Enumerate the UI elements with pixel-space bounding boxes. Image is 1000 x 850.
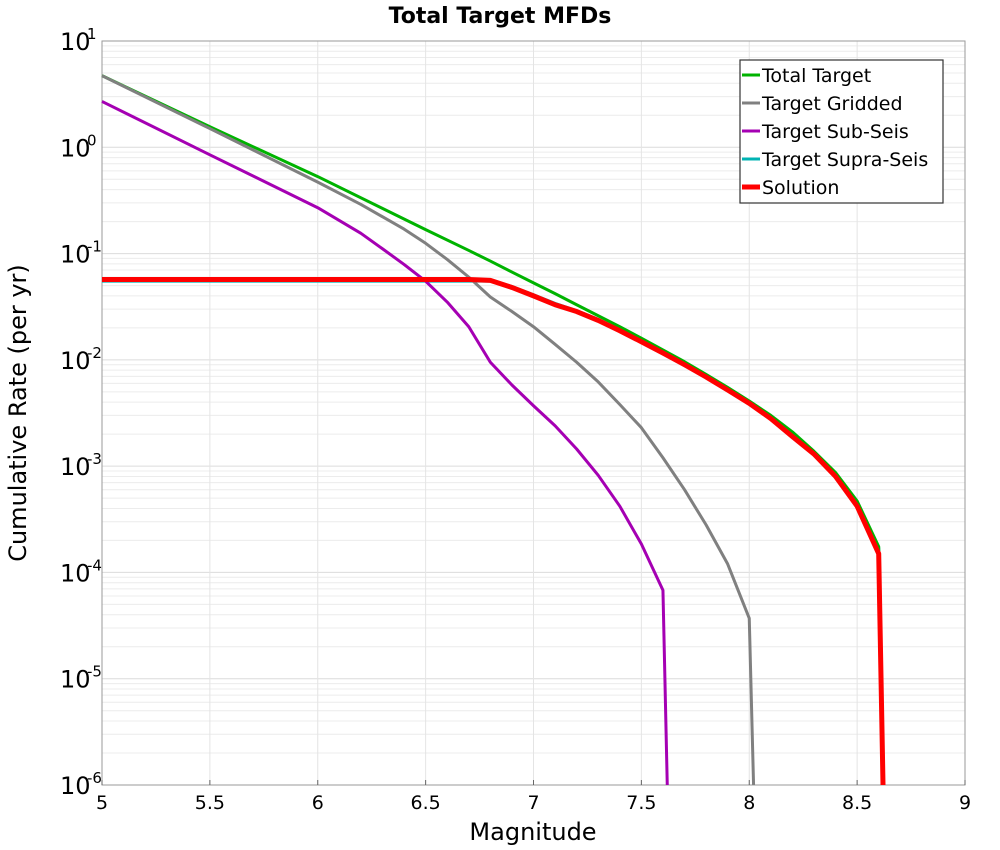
x-tick-label: 8 <box>743 792 755 814</box>
y-tick-exponent: -1 <box>87 238 102 256</box>
series-line-target-gridded <box>101 74 756 786</box>
chart-title: Total Target MFDs <box>389 4 612 29</box>
y-tick-base: 10 <box>60 772 91 800</box>
x-tick-label: 6.5 <box>411 792 441 814</box>
legend: Total Target Target Gridded Target Sub-Sei… <box>739 59 944 204</box>
y-tick-base: 10 <box>60 666 91 694</box>
y-tick-exponent: -6 <box>87 769 102 787</box>
legend-label-target-sub-seis: Target Sub-Seis <box>761 121 909 143</box>
y-tick-exponent: -3 <box>87 450 102 468</box>
y-tick-exponent: -5 <box>87 663 102 681</box>
y-tick: 10-1 <box>60 238 102 269</box>
x-tick-label: 7 <box>527 792 539 814</box>
y-tick-base: 10 <box>60 453 91 481</box>
series-line-target-sub-seis <box>101 100 669 786</box>
y-tick: 10-2 <box>60 344 102 375</box>
x-tick-label: 9 <box>959 792 971 814</box>
y-tick: 10-4 <box>60 556 102 587</box>
legend-box <box>739 59 944 204</box>
x-axis-label: Magnitude <box>469 818 596 846</box>
y-tick-base: 10 <box>60 347 91 375</box>
y-tick: 100 <box>60 131 97 162</box>
y-axis-label: Cumulative Rate (per yr) <box>4 264 32 562</box>
y-tick-exponent: -4 <box>87 556 102 574</box>
x-tick-label: 7.5 <box>626 792 656 814</box>
series-line-solution <box>102 277 886 786</box>
y-tick-base: 10 <box>60 28 91 56</box>
series-line-target-supra-seis <box>102 279 885 786</box>
y-tick: 10-6 <box>60 769 102 800</box>
legend-label-total-target: Total Target <box>761 65 871 87</box>
y-tick-exponent: -2 <box>87 344 102 362</box>
y-tick-base: 10 <box>60 559 91 587</box>
legend-label-solution: Solution <box>762 177 839 199</box>
y-tick-exponent: 1 <box>87 25 97 43</box>
y-tick: 10-3 <box>60 450 102 481</box>
y-tick-base: 10 <box>60 134 91 162</box>
series-layer <box>101 74 886 786</box>
x-tick-label: 5 <box>96 792 108 814</box>
x-tick-label: 8.5 <box>842 792 872 814</box>
x-axis-ticks: 5 5.5 6 6.5 7 7.5 8 8.5 9 <box>96 780 971 814</box>
legend-label-target-supra-seis: Target Supra-Seis <box>761 149 928 171</box>
y-tick: 101 <box>60 25 97 56</box>
y-tick-exponent: 0 <box>87 131 97 149</box>
x-tick-label: 5.5 <box>195 792 225 814</box>
y-tick: 10-5 <box>60 663 102 694</box>
y-tick-base: 10 <box>60 241 91 269</box>
legend-label-target-gridded: Target Gridded <box>761 93 903 115</box>
x-tick-label: 6 <box>312 792 324 814</box>
